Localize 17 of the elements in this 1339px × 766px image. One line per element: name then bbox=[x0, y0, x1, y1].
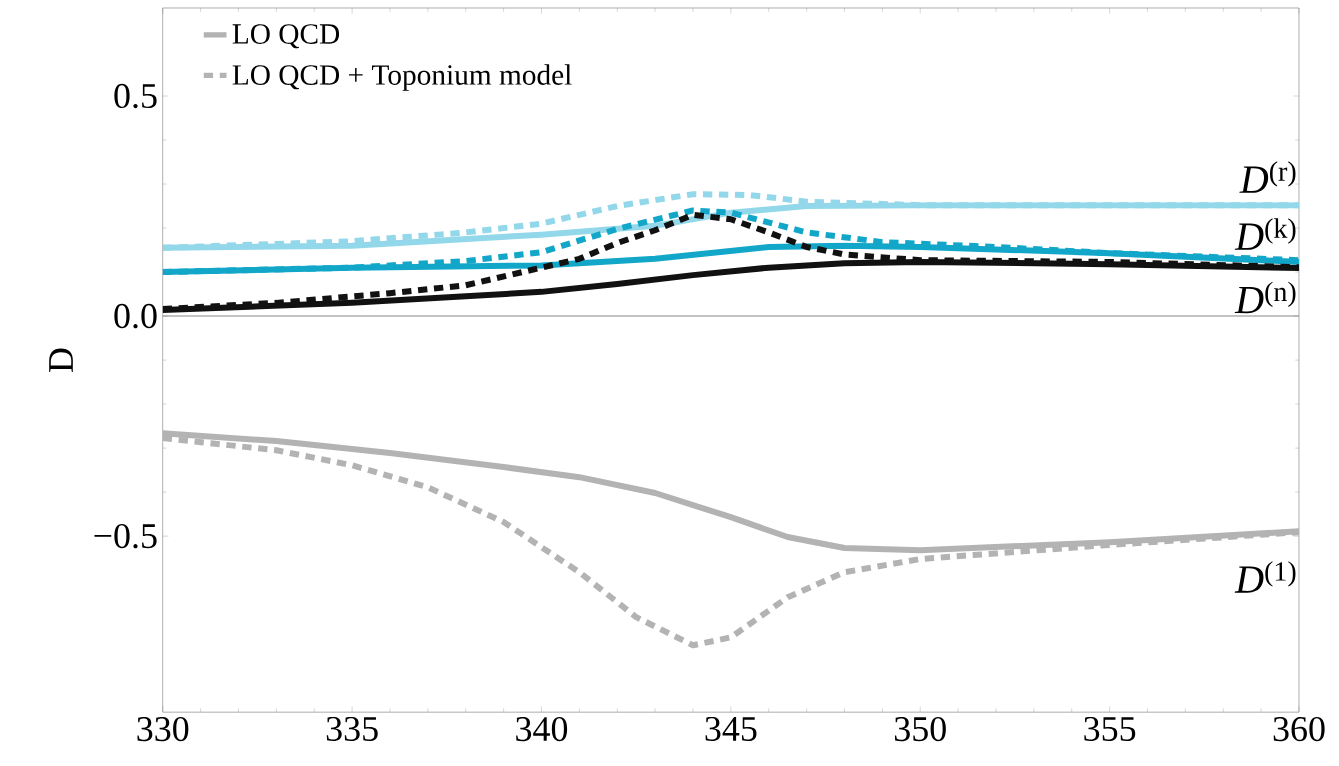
x-tick-label: 350 bbox=[894, 717, 946, 742]
annotation: D$^{(r)}$ bbox=[1239, 161, 1296, 194]
x-tick-label: 360 bbox=[1273, 717, 1325, 742]
x-tick-label: 355 bbox=[1084, 717, 1136, 742]
legend-label: LO QCD + Toponium model bbox=[232, 64, 572, 92]
y-tick-label: −0.5 bbox=[94, 524, 157, 549]
x-tick-label: 335 bbox=[326, 717, 378, 742]
annotation: D$^{(k)}$ bbox=[1234, 218, 1296, 251]
x-tick-label: 345 bbox=[705, 717, 757, 742]
y-tick-label: 0.5 bbox=[114, 84, 157, 109]
legend-label: LO QCD bbox=[232, 24, 340, 49]
x-tick-label: 330 bbox=[137, 717, 189, 742]
y-tick-label: 0.0 bbox=[114, 304, 157, 329]
y-axis-title: D bbox=[49, 348, 73, 373]
annotation: D$^{(n)}$ bbox=[1234, 281, 1296, 314]
x-tick-label: 340 bbox=[516, 717, 568, 742]
annotation: D$^{(1)}$ bbox=[1234, 561, 1296, 593]
